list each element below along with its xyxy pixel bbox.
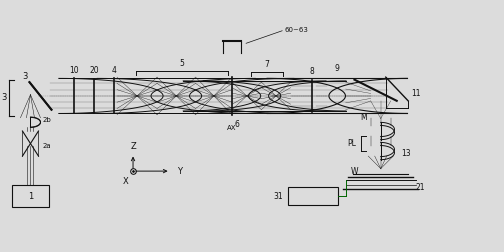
- Text: PL: PL: [347, 139, 356, 148]
- Text: 3: 3: [23, 72, 28, 81]
- Text: 7: 7: [265, 60, 269, 69]
- Bar: [12, 185, 49, 207]
- Text: 3: 3: [2, 93, 7, 102]
- Text: 5: 5: [179, 59, 184, 68]
- Text: AX: AX: [227, 125, 237, 131]
- Text: 31: 31: [274, 192, 283, 201]
- Text: 20: 20: [89, 66, 99, 75]
- Text: 4: 4: [111, 66, 116, 75]
- Text: Z: Z: [130, 142, 136, 150]
- Text: 8: 8: [310, 67, 314, 76]
- Text: 13: 13: [401, 149, 410, 158]
- Text: W: W: [351, 167, 358, 176]
- Text: 2b: 2b: [43, 117, 52, 123]
- Text: 10: 10: [70, 66, 79, 75]
- Text: M: M: [360, 113, 366, 122]
- Text: 9: 9: [335, 64, 340, 73]
- Text: 6: 6: [234, 120, 239, 129]
- Bar: [288, 187, 338, 205]
- Text: X: X: [122, 177, 128, 186]
- Text: 21: 21: [416, 183, 425, 192]
- Text: 1: 1: [28, 192, 33, 201]
- Text: Y: Y: [177, 167, 182, 176]
- Text: 60~63: 60~63: [285, 26, 308, 33]
- Text: 11: 11: [411, 89, 420, 98]
- Text: 2a: 2a: [43, 143, 51, 149]
